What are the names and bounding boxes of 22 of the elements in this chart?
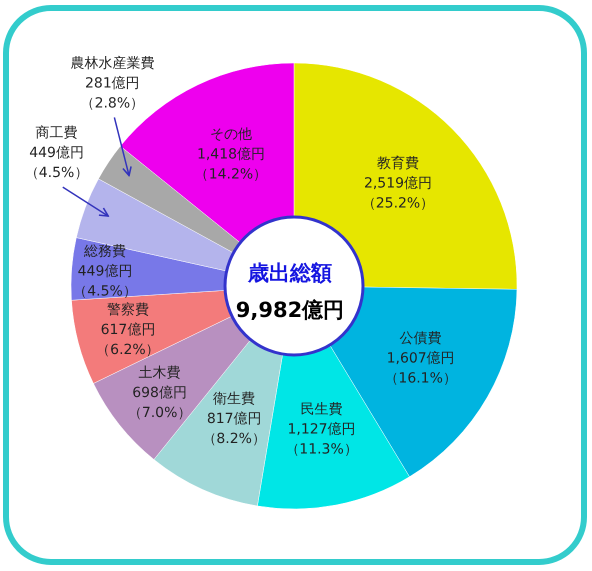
data-label: 1,607億円（16.1%）	[384, 350, 457, 387]
data-label: 1,418億円（14.2%）	[194, 146, 268, 182]
data-label: 617億円（6.2%）	[96, 322, 160, 358]
data-label: 2,519億円（25.2%）	[362, 176, 434, 212]
data-label: 1,127億円（11.3%）	[285, 421, 358, 458]
slice-label: その他	[210, 126, 252, 142]
slice-label: 衛生費	[213, 391, 256, 408]
slice-label: 総務費	[83, 243, 126, 260]
data-label: 817億円（8.2%）	[202, 411, 266, 448]
slice-label: 公債費	[400, 330, 442, 347]
data-label: 449億円（4.5%）	[73, 263, 137, 300]
slice-label: 農林水産業費	[70, 55, 154, 72]
data-label: 698億円（7.0%）	[128, 384, 192, 421]
text: 9,982億円	[236, 298, 344, 322]
slice-label: 警察費	[106, 302, 149, 318]
data-label: 281億円（2.8%）	[80, 75, 144, 112]
slice-label: 民生費	[300, 401, 343, 418]
slice-label: 教育費	[377, 154, 419, 172]
text: 歳出総額	[247, 261, 332, 285]
data-label: 449億円（4.5%）	[24, 145, 88, 182]
slice-label: 商工費	[36, 125, 78, 142]
slice-label: 土木費	[138, 364, 181, 381]
